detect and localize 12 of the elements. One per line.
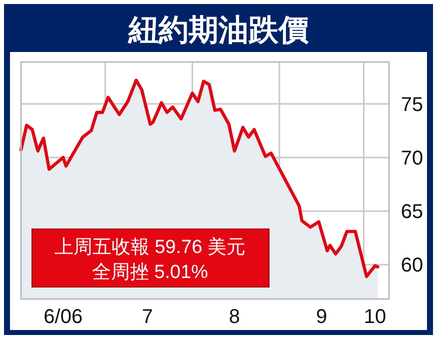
y-tick-label: 75: [400, 94, 424, 116]
x-tick-label: 9: [316, 306, 328, 328]
chart-title: 紐約期油跌價: [128, 14, 310, 47]
x-tick-label: 6/06: [44, 306, 83, 328]
annotation: 上周五收報 59.76 美元: [54, 236, 246, 258]
y-tick-label: 65: [400, 201, 424, 224]
x-tick-label: 8: [228, 306, 240, 328]
x-tick-label: 7: [142, 306, 153, 328]
x-tick-label: 10: [364, 306, 386, 328]
annotation: 全周挫 5.01%: [92, 262, 208, 283]
y-tick-label: 70: [400, 147, 424, 170]
y-tick-label: 60: [400, 254, 424, 277]
